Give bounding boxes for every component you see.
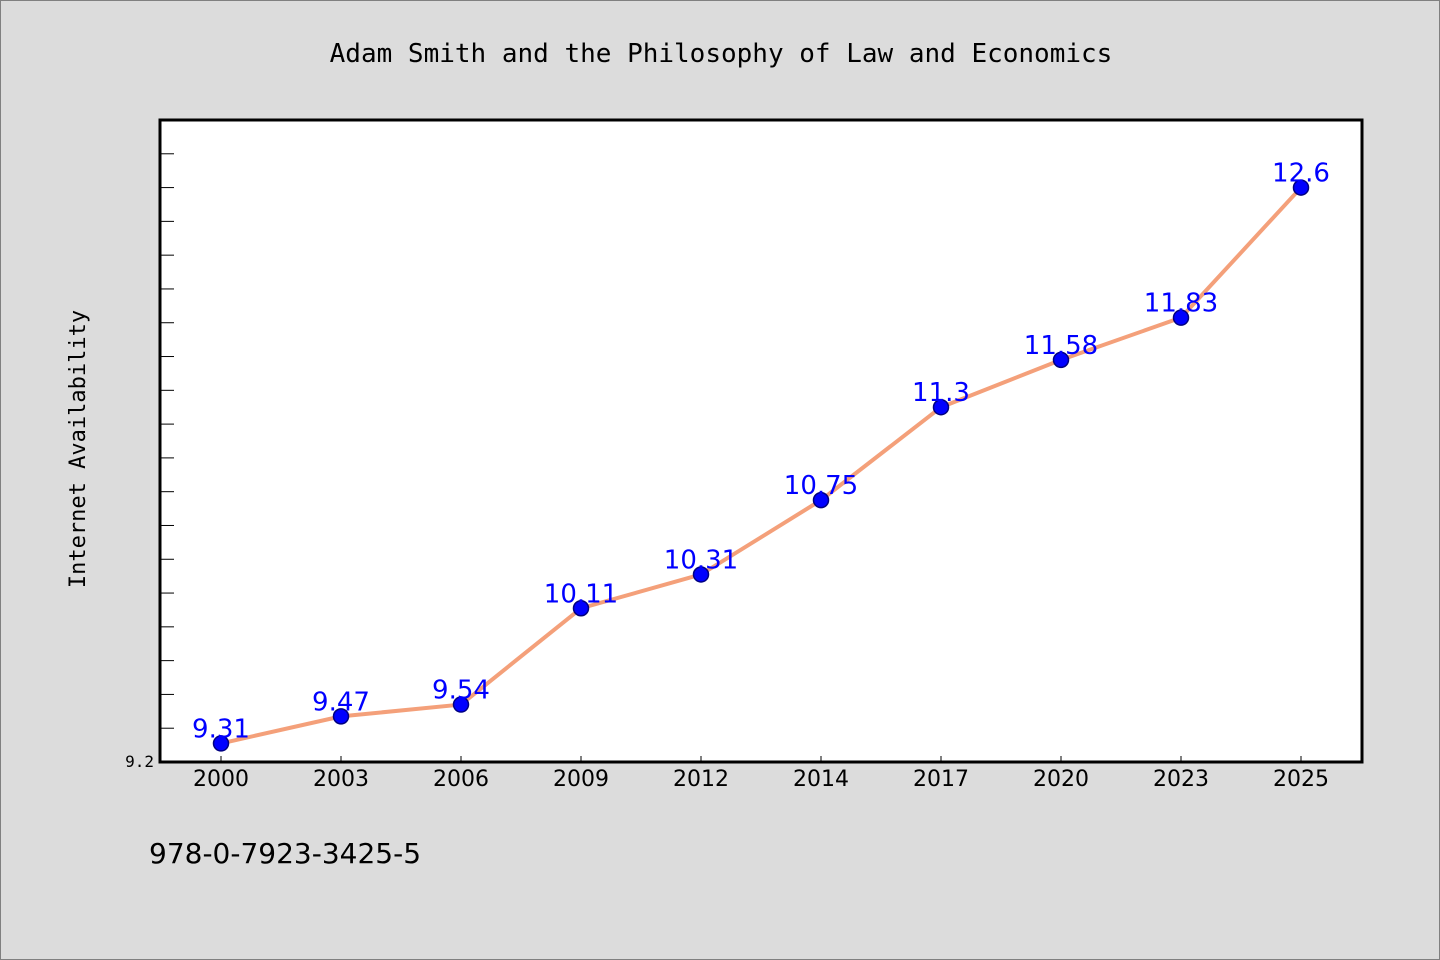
data-point [572, 600, 590, 617]
data-point [1292, 179, 1310, 196]
data-label: 10.31 [664, 545, 738, 575]
data-point [1052, 351, 1070, 369]
data-label: 12.6 [1272, 159, 1330, 189]
x-tick-label: 2006 [433, 767, 489, 792]
data-point [812, 491, 830, 509]
data-point [212, 735, 230, 752]
x-tick-label: 2012 [673, 767, 729, 792]
y-axis-ticks: 9.2 [125, 119, 174, 771]
x-tick-label: 2025 [1273, 767, 1329, 792]
data-label: 10.11 [544, 579, 618, 609]
isbn-footer: 978-0-7923-3425-5 [149, 837, 422, 870]
data-point [332, 708, 350, 725]
data-label: 9.31 [192, 714, 250, 744]
y-axis-label: Internet Availability [66, 310, 91, 588]
series-line [219, 185, 1303, 746]
x-tick-label: 2017 [913, 767, 969, 792]
data-point [1172, 309, 1190, 326]
data-label: 9.47 [312, 687, 370, 717]
chart-title: Adam Smith and the Philosophy of Law and… [330, 39, 1113, 69]
x-tick-label: 2003 [313, 767, 369, 792]
data-point [932, 398, 950, 416]
plot-area [158, 118, 1364, 764]
x-axis-ticks: 2000 2003 2006 2009 2012 2014 2017 2020 2023 2025 [193, 756, 1329, 792]
x-tick-label: 2014 [793, 767, 849, 792]
data-label: 11.3 [912, 378, 970, 408]
data-label: 10.75 [784, 471, 858, 501]
data-label: 11.58 [1024, 331, 1098, 361]
data-labels-group: 9.31 9.47 9.54 10.11 10.31 10.75 11.3 11.58 11.8… [192, 159, 1330, 745]
data-point [452, 696, 470, 713]
series-line-group [212, 179, 1310, 752]
x-tick-label: 2023 [1153, 767, 1209, 792]
data-label: 11.83 [1144, 289, 1218, 319]
data-point [692, 566, 710, 583]
x-tick-label: 2009 [553, 767, 609, 792]
x-tick-label: 2000 [193, 767, 249, 792]
data-label: 9.54 [432, 676, 490, 706]
x-tick-label: 2020 [1033, 767, 1089, 792]
y-tick-label: 9.2 [125, 752, 154, 771]
